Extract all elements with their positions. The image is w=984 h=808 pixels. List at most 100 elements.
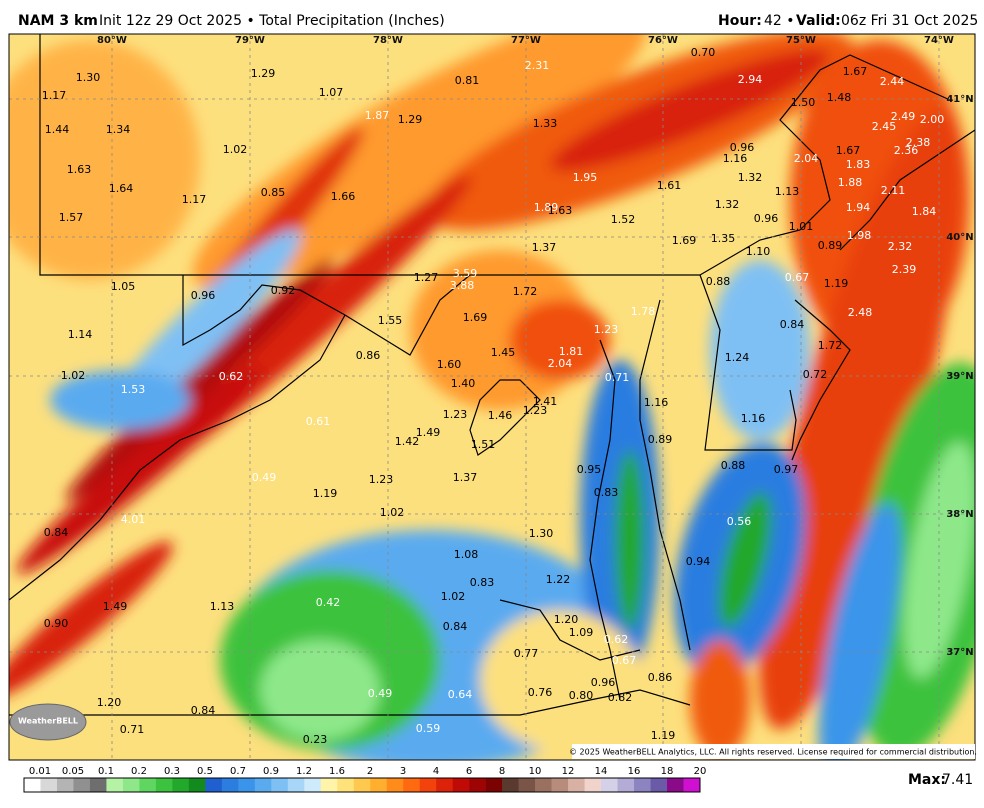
legend-swatch (568, 778, 585, 792)
point-value: 0.90 (44, 617, 69, 630)
point-value: 1.66 (331, 190, 356, 203)
point-value: 0.67 (612, 654, 637, 667)
point-value: 1.07 (319, 86, 344, 99)
point-value: 3.59 (453, 267, 478, 280)
legend-swatch (221, 778, 239, 792)
point-value: 2.39 (892, 263, 917, 276)
legend-swatch (667, 778, 684, 792)
point-value: 1.13 (210, 600, 235, 613)
point-value: 1.16 (723, 152, 748, 165)
point-value: 1.63 (548, 204, 573, 217)
hour: 42 • (764, 13, 795, 29)
legend-swatch (155, 778, 173, 792)
point-value: 0.83 (470, 576, 495, 589)
point-value: 1.46 (488, 409, 513, 422)
point-value: 1.94 (846, 201, 871, 214)
point-value: 1.50 (791, 96, 816, 109)
point-value: 2.38 (906, 136, 931, 149)
legend-label: 3 (400, 766, 406, 777)
point-value: 1.19 (651, 729, 676, 742)
point-value: 2.49 (891, 110, 916, 123)
point-value: 1.08 (454, 548, 479, 561)
point-value: 0.83 (594, 486, 619, 499)
legend: 0.01 0.05 0.1 0.2 0.3 0.5 0.7 0.9 1.2 1.6 2 3 4 6 8 10 1… (23, 766, 706, 793)
point-value: 1.20 (97, 696, 122, 709)
point-value: 1.35 (711, 232, 736, 245)
legend-label: 2 (367, 766, 373, 777)
map-frame (8, 33, 976, 761)
legend-swatch (287, 778, 305, 792)
legend-label: 14 (595, 766, 608, 777)
copyright: © 2025 WeatherBELL Analytics, LLC. All r… (569, 748, 977, 757)
legend-label: 0.05 (62, 766, 84, 777)
legend-swatch (89, 778, 107, 792)
longitude-label: 77°W (511, 35, 541, 46)
point-value: 0.59 (416, 722, 441, 735)
legend-swatch (370, 778, 388, 792)
point-value: 1.42 (395, 435, 420, 448)
legend-label: 0.5 (197, 766, 213, 777)
point-value: 1.10 (746, 245, 771, 258)
legend-swatch (254, 778, 272, 792)
logo: WeatherBELL (18, 717, 78, 726)
point-value: 1.29 (251, 67, 276, 80)
point-value: 1.83 (846, 158, 871, 171)
valid-time: 06z Fri 31 Oct 2025 (841, 13, 978, 29)
max-value: 7.41 (942, 772, 973, 788)
legend-swatch (535, 778, 552, 792)
point-value: 0.82 (608, 691, 633, 704)
point-value: 2.32 (888, 240, 913, 253)
point-value: 0.49 (368, 687, 393, 700)
point-value: 1.72 (513, 285, 538, 298)
point-value: 1.49 (416, 426, 441, 439)
copyright-box (572, 744, 975, 759)
point-value: 0.70 (691, 46, 716, 59)
legend-swatch (518, 778, 536, 792)
point-value: 0.62 (604, 633, 629, 646)
point-value: 1.19 (313, 487, 338, 500)
point-value: 1.88 (838, 176, 863, 189)
point-value: 1.89 (534, 201, 559, 214)
point-value: 1.02 (441, 590, 466, 603)
point-value: 0.61 (306, 415, 331, 428)
legend-label: 0.01 (29, 766, 51, 777)
legend-swatch (205, 778, 223, 792)
point-value: 2.00 (920, 113, 945, 126)
point-value: 0.88 (721, 459, 746, 472)
point-value: 0.96 (191, 289, 216, 302)
legend-swatch (139, 778, 157, 792)
point-value: 0.85 (261, 186, 286, 199)
point-value: 3.88 (450, 279, 475, 292)
point-value: 1.37 (453, 471, 478, 484)
point-value: 2.04 (548, 357, 573, 370)
point-value: 1.05 (111, 280, 136, 293)
legend-swatch (617, 778, 635, 792)
model-name: NAM 3 km (18, 13, 98, 29)
longitude-label: 80°W (97, 35, 127, 46)
legend-swatch (683, 778, 701, 792)
point-value: 1.19 (824, 277, 849, 290)
point-value: 1.41 (533, 395, 558, 408)
point-value: 0.77 (514, 647, 539, 660)
point-value: 1.23 (443, 408, 468, 421)
longitude-label: 74°W (924, 35, 954, 46)
point-value: 1.53 (121, 383, 146, 396)
point-value: 0.96 (730, 141, 755, 154)
point-value: 1.78 (631, 305, 656, 318)
point-value: 2.45 (872, 120, 897, 133)
point-value: 1.32 (738, 171, 763, 184)
legend-label: 0.3 (164, 766, 180, 777)
point-value: 2.04 (794, 152, 819, 165)
legend-swatch (271, 778, 289, 792)
point-value: 0.64 (448, 688, 473, 701)
legend-label: 4 (433, 766, 439, 777)
latitude-label: 38°N (946, 509, 973, 520)
point-value: 0.94 (686, 555, 711, 568)
valid-label: Valid: (796, 13, 841, 29)
point-value: 0.56 (727, 515, 752, 528)
point-value: 1.16 (741, 412, 766, 425)
point-value: 1.84 (912, 205, 937, 218)
value-labels: 1.30 1.17 1.44 1.34 1.63 1.64 1.57 1.29 1.07 0.81… (42, 46, 945, 746)
point-value: 1.29 (398, 113, 423, 126)
